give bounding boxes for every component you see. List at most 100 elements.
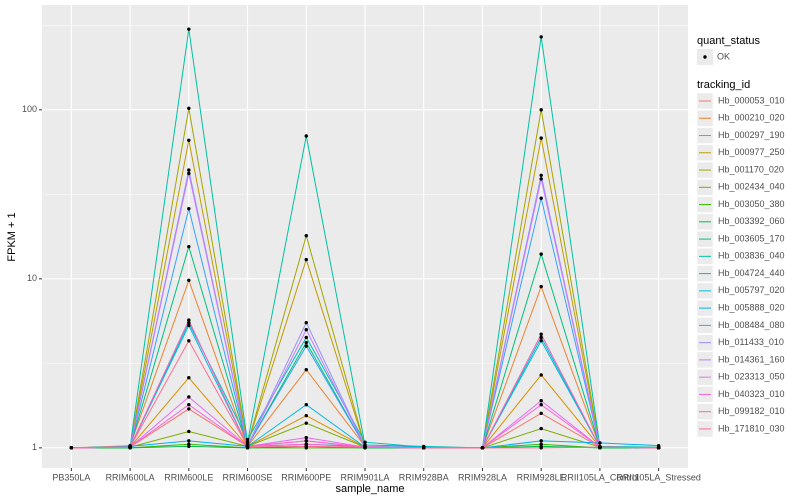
data-point <box>187 106 191 111</box>
y-tick-label: 1 <box>32 442 37 452</box>
legend-label: Hb_001170_020 <box>718 164 784 174</box>
data-point <box>304 335 308 340</box>
data-point <box>128 445 132 449</box>
data-point <box>480 446 485 450</box>
x-tick-label: RRIM901LA <box>340 472 389 482</box>
legend-label: Hb_005888_020 <box>718 302 785 312</box>
y-axis-title: FPKM + 1 <box>6 212 18 261</box>
legend-label: Hb_002434_040 <box>718 182 785 192</box>
data-point <box>187 403 191 407</box>
data-point <box>69 446 74 450</box>
data-point <box>539 332 543 336</box>
data-point <box>304 257 308 262</box>
legend-label: Hb_000053_010 <box>718 95 785 105</box>
legend-label: Hb_005797_020 <box>718 285 785 295</box>
x-axis-title: sample_name <box>335 483 404 495</box>
y-tick-label: 100 <box>22 104 37 114</box>
data-point <box>245 440 250 444</box>
data-point <box>304 435 308 440</box>
x-tick-label: RRIM600LA <box>106 472 155 482</box>
data-point <box>187 206 191 211</box>
legend-label: Hb_040323_010 <box>718 389 785 399</box>
legend: OK Hb_000053_010 Hb_000210_020 Hb_000297_19… <box>696 49 785 438</box>
data-point <box>187 321 191 325</box>
data-point <box>422 446 426 450</box>
data-point <box>304 134 308 138</box>
data-point <box>539 35 543 39</box>
legend-label: Hb_099182_010 <box>718 406 785 416</box>
data-point <box>539 439 543 443</box>
x-tick-label: RRIM928LE <box>517 472 566 482</box>
legend-symbol <box>703 55 707 59</box>
data-point <box>187 439 191 443</box>
x-tick-label: RRIM600SE <box>223 472 273 482</box>
data-point <box>304 344 308 348</box>
data-point <box>539 284 543 289</box>
legend-label: Hb_000977_250 <box>718 147 785 157</box>
data-point <box>539 335 543 340</box>
legend-title: tracking_id <box>697 79 750 91</box>
legend-label: OK <box>717 51 730 61</box>
data-point <box>245 444 250 449</box>
data-point <box>598 445 602 449</box>
x-tick-label: RRIM600LE <box>164 472 213 482</box>
x-tick-label: RRIM928LA <box>458 472 507 482</box>
data-point <box>656 446 661 450</box>
data-point <box>539 136 543 140</box>
data-point <box>304 233 308 238</box>
legend-label: Hb_000210_020 <box>718 113 785 123</box>
data-point <box>245 437 250 442</box>
data-point <box>539 411 543 416</box>
data-point <box>304 321 308 325</box>
data-point <box>187 407 191 411</box>
data-point <box>539 399 543 403</box>
legend-label: Hb_004724_440 <box>718 268 785 278</box>
legend-label: Hb_011433_010 <box>718 337 784 347</box>
data-point <box>598 441 602 445</box>
data-point <box>187 444 191 449</box>
data-point <box>187 278 191 283</box>
legend-label: Hb_003836_040 <box>718 251 785 261</box>
data-point <box>187 244 191 249</box>
data-point <box>539 426 543 431</box>
data-point <box>187 339 191 343</box>
data-point <box>187 168 191 172</box>
data-point <box>187 138 191 143</box>
data-point <box>304 328 308 332</box>
data-point <box>187 395 191 399</box>
data-point <box>304 439 308 443</box>
data-point <box>539 252 543 256</box>
data-point <box>304 368 308 372</box>
x-tick-label: RRIM928BA <box>399 472 449 482</box>
data-point <box>363 445 367 449</box>
x-tick-label: RRIM600PE <box>281 472 331 482</box>
data-point <box>187 27 191 31</box>
data-point <box>187 376 191 380</box>
data-point <box>187 318 191 322</box>
y-tick-label: 10 <box>27 273 37 283</box>
data-point <box>187 171 191 176</box>
data-point <box>539 403 543 407</box>
data-point <box>187 323 191 328</box>
data-point <box>304 403 308 407</box>
data-point <box>304 340 308 345</box>
x-tick-label: RRII105LA_Stressed <box>616 472 701 482</box>
legend-label: Hb_003050_380 <box>718 199 785 209</box>
x-tick-label: RRII105LA_Control <box>561 472 639 482</box>
legend-label: Hb_003392_060 <box>718 216 785 226</box>
data-point <box>304 444 308 449</box>
legend-label: Hb_171810_030 <box>718 423 785 433</box>
data-point <box>304 421 308 425</box>
legend-label: Hb_008484_080 <box>718 320 785 330</box>
legend-title: quant_status <box>697 35 760 47</box>
data-point <box>539 196 543 200</box>
data-point <box>539 173 543 177</box>
data-point <box>539 177 543 181</box>
legend-label: Hb_023313_050 <box>718 372 785 382</box>
points <box>69 27 661 450</box>
legend-label: Hb_014361_160 <box>718 354 785 364</box>
data-point <box>304 413 308 418</box>
data-point <box>539 108 543 112</box>
data-point <box>187 429 191 434</box>
